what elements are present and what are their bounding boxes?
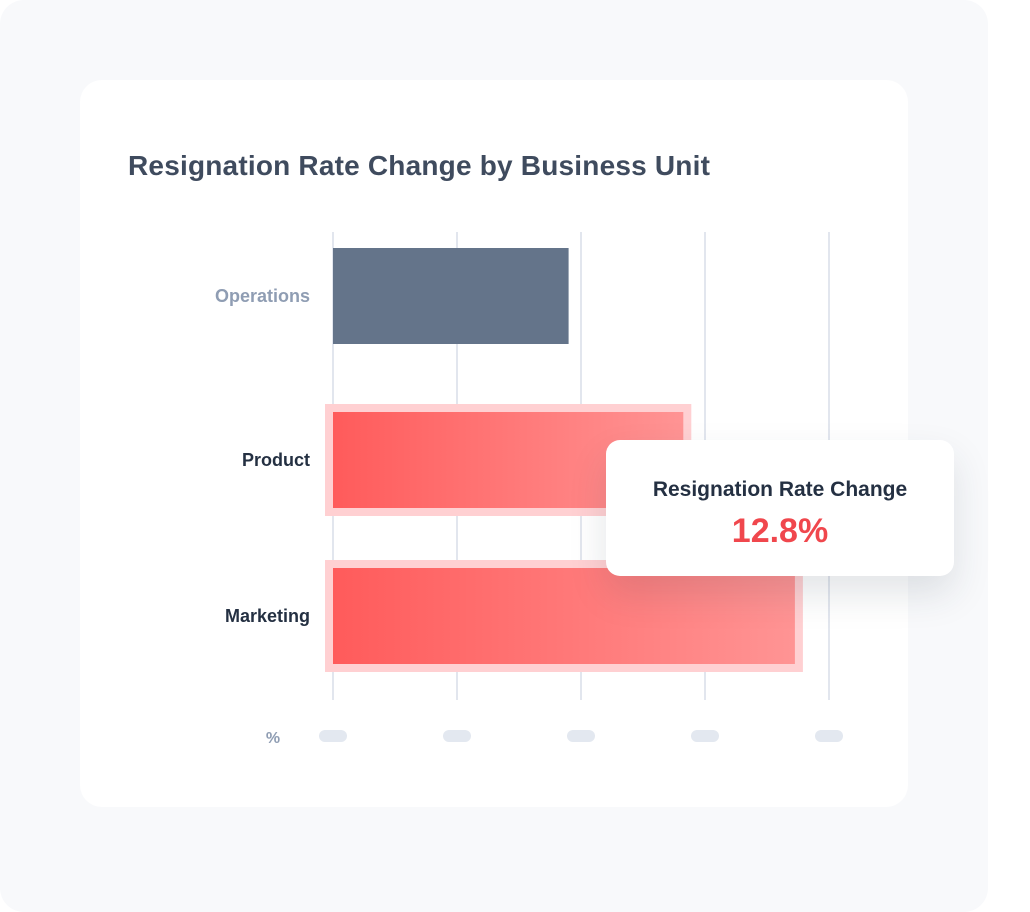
tick-label-placeholder (319, 730, 347, 742)
tooltip-label: Resignation Rate Change (652, 478, 908, 501)
category-label: Marketing (225, 606, 310, 626)
x-axis-label: % (266, 730, 280, 747)
bar (333, 568, 795, 664)
chart-title: Resignation Rate Change by Business Unit (128, 150, 711, 181)
category-label: Product (242, 450, 310, 470)
tooltip-value: 12.8% (731, 512, 829, 550)
value-tooltip: Resignation Rate Change 12.8% (606, 440, 954, 576)
tick-label-placeholder (443, 730, 471, 742)
category-label: Operations (215, 286, 310, 306)
tick-label-placeholder (691, 730, 719, 742)
tick-label-placeholder (815, 730, 843, 742)
bar (333, 248, 569, 344)
tick-label-placeholder (567, 730, 595, 742)
